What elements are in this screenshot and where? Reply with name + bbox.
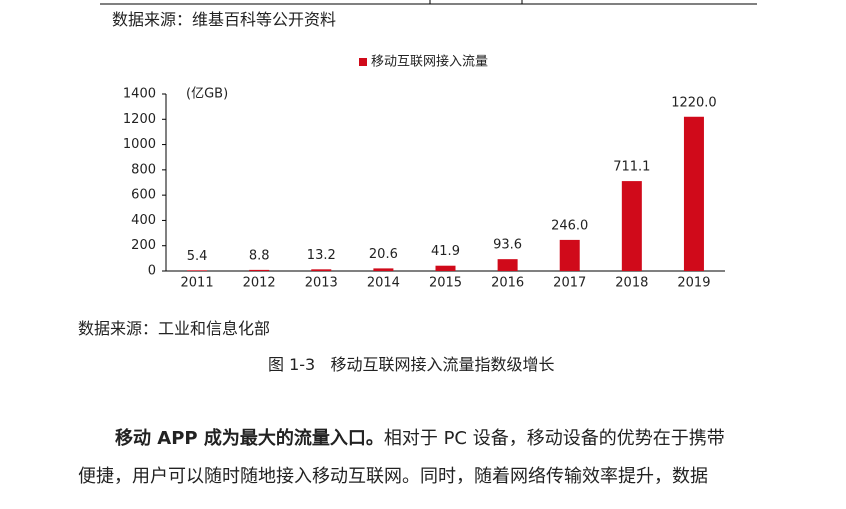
x-tick-label: 2012 [243, 276, 276, 291]
bar [559, 239, 580, 271]
x-tick-label: 2015 [429, 276, 462, 291]
value-label: 41.9 [431, 244, 460, 259]
table-border [100, 0, 757, 5]
bar [373, 268, 394, 271]
caption: 图 1-3 移动互联网接入流量指数级增长 [268, 355, 555, 374]
source: 数据来源：工业和信息化部 [78, 319, 271, 338]
x-tick-label: 2011 [181, 276, 214, 291]
x-tick-label: 2017 [553, 276, 586, 291]
value-label: 711.1 [613, 160, 650, 175]
text: 相对于 PC 设备，移动设备的优势在于携带 [383, 428, 725, 449]
y-tick-label: 800 [131, 162, 156, 177]
value-label: 93.6 [493, 238, 522, 253]
legend-swatch [359, 58, 367, 66]
bar [621, 181, 642, 271]
paragraph-line: 便捷，用户可以随时随地接入移动互联网。同时，随着网络传输效率提升，数据 [78, 466, 708, 487]
chart: 移动互联网接入流量 (亿GB) 0 200 400 600 800 1000 1200 140… [123, 54, 725, 291]
bar [311, 269, 332, 271]
x-tick-label: 2018 [615, 276, 648, 291]
y-tick-label: 1000 [123, 137, 156, 152]
value-label: 1220.0 [671, 95, 717, 110]
y-tick-label: 400 [131, 213, 156, 228]
value-label: 20.6 [369, 247, 398, 262]
x-tick-label: 2019 [677, 276, 710, 291]
x-tick-label: 2013 [305, 276, 338, 291]
bar [187, 270, 208, 271]
bar [497, 259, 518, 271]
bar [435, 265, 456, 271]
bar [683, 116, 704, 271]
value-label: 13.2 [307, 248, 336, 263]
y-tick-label: 200 [131, 238, 156, 253]
bar [249, 269, 270, 271]
source: 数据来源：维基百科等公开资料 [112, 10, 337, 29]
x-tick-label: 2014 [367, 276, 400, 291]
y-axis-label: (亿GB) [186, 87, 228, 102]
paragraph-line: 移动 APP 成为最大的流量入口。相对于 PC 设备，移动设备的优势在于携带 [115, 424, 725, 450]
y-tick-label: 600 [131, 188, 156, 203]
y-tick-label: 0 [148, 264, 156, 279]
x-tick-label: 2016 [491, 276, 524, 291]
legend-label: 移动互联网接入流量 [371, 54, 488, 70]
lead: 移动 APP 成为最大的流量入口。 [115, 428, 384, 449]
value-label: 246.0 [551, 218, 588, 233]
y-tick-label: 1400 [123, 87, 156, 102]
y-tick-label: 1200 [123, 112, 156, 127]
value-label: 8.8 [249, 248, 270, 263]
value-label: 5.4 [187, 249, 208, 264]
